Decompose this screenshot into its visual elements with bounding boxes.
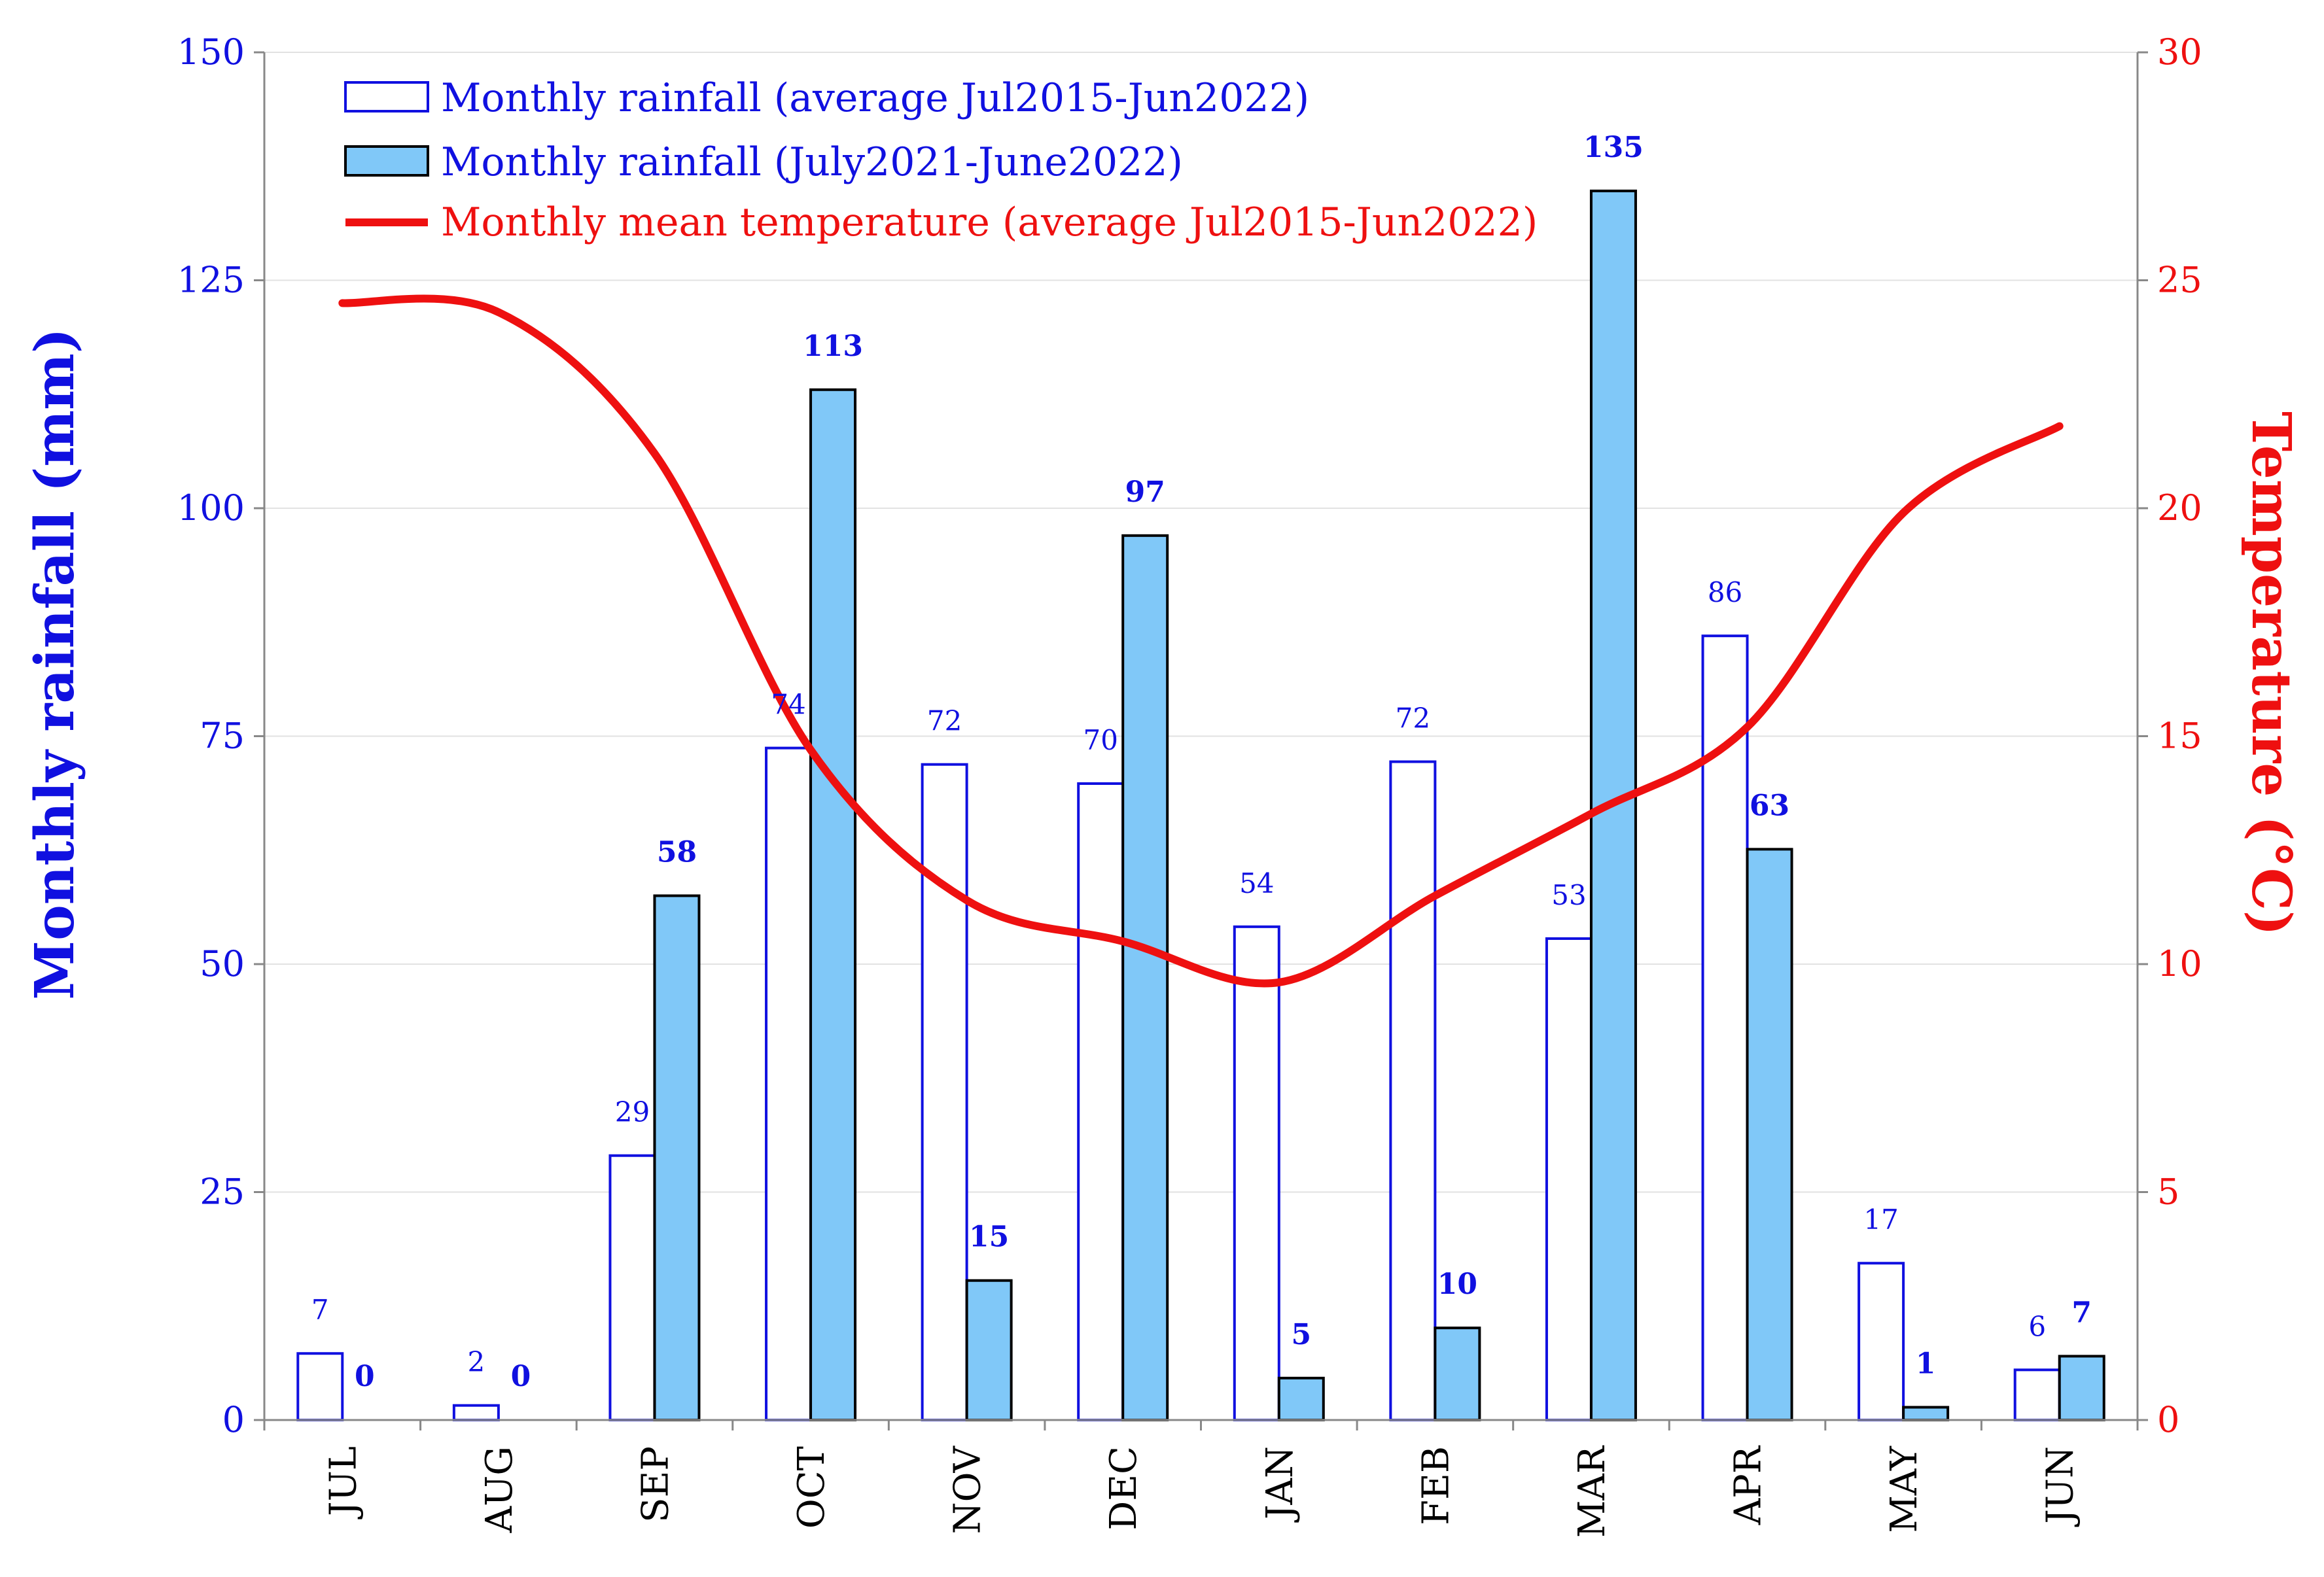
bar-average-rainfall: [452, 1404, 500, 1422]
bar-current-rainfall: [1746, 848, 1793, 1421]
data-label-current: 0: [355, 1360, 375, 1393]
legend-label-temperature: Monthly mean temperature (average Jul201…: [441, 199, 1538, 245]
data-label-current: 63: [1750, 789, 1789, 822]
data-label-average: 2: [468, 1346, 485, 1378]
data-label-average: 70: [1083, 724, 1118, 756]
data-label-average: 6: [2028, 1310, 2046, 1342]
data-label-current: 97: [1125, 476, 1165, 509]
legend-swatch-current-rainfall: [344, 145, 429, 177]
category-label: JUN: [2039, 1446, 2082, 1527]
right-tick-label: 30: [2157, 31, 2202, 73]
right-tick-label: 25: [2157, 260, 2202, 301]
legend: Monthly rainfall (average Jul2015-Jun202…: [344, 75, 1538, 245]
left-tick-label: 0: [222, 1399, 245, 1440]
data-label-current: 113: [803, 330, 863, 363]
bar-average-rainfall: [608, 1154, 656, 1421]
legend-swatch-average-rainfall: [344, 81, 429, 113]
bar-average-rainfall: [296, 1352, 344, 1422]
left-tick-label: 150: [177, 31, 245, 73]
bar-average-rainfall: [1077, 782, 1125, 1422]
category-label: JAN: [1259, 1446, 1301, 1523]
data-label-average: 54: [1239, 867, 1274, 899]
bar-current-rainfall: [1277, 1376, 1325, 1421]
legend-label-current-rainfall: Monthly rainfall (July2021-June2022): [441, 139, 1183, 185]
bar-average-rainfall: [1857, 1262, 1905, 1422]
right-tick-label: 15: [2157, 716, 2202, 757]
legend-label-average-rainfall: Monthly rainfall (average Jul2015-Jun202…: [441, 75, 1309, 121]
left-tick-label: 100: [177, 487, 245, 529]
right-tick-label: 0: [2157, 1399, 2179, 1440]
data-label-current: 0: [511, 1360, 531, 1393]
bar-average-rainfall: [2013, 1368, 2061, 1422]
data-label-current: 1: [1916, 1347, 1936, 1380]
data-label-current: 10: [1437, 1268, 1477, 1301]
left-tick-label: 25: [200, 1171, 245, 1213]
bar-average-rainfall: [1233, 925, 1280, 1421]
temperature-point: [654, 453, 655, 454]
temperature-line-group: [338, 294, 2064, 988]
left-tick-label: 50: [200, 943, 245, 984]
category-label: MAR: [1571, 1445, 1613, 1538]
left-tick-label: 75: [200, 716, 245, 757]
data-label-current: 58: [657, 835, 697, 869]
category-label: APR: [1727, 1445, 1770, 1525]
bars: [296, 189, 2105, 1422]
data-label-current: 135: [1583, 131, 1644, 164]
gridlines: [264, 52, 2138, 1193]
y-axis-label-left: Monthly rainfall (mm): [24, 328, 86, 999]
temperature-point: [498, 311, 499, 313]
right-tick-label: 20: [2157, 487, 2202, 529]
bar-current-rainfall: [1434, 1326, 1481, 1422]
bar-average-rainfall: [921, 763, 968, 1421]
right-tick-label: 5: [2157, 1171, 2179, 1213]
temperature-point: [966, 899, 968, 901]
bar-current-rainfall: [965, 1279, 1013, 1422]
category-label: SEP: [634, 1446, 677, 1523]
data-label-current: 15: [969, 1221, 1009, 1254]
category-label: NOV: [947, 1445, 989, 1534]
y-axis-label-right: Temperature (°C): [2240, 411, 2302, 936]
right-tick-label: 10: [2157, 943, 2202, 984]
bar-average-rainfall: [1389, 760, 1437, 1421]
bar-current-rainfall: [653, 894, 701, 1421]
bar-average-rainfall: [1545, 937, 1593, 1421]
data-label-average: 7: [311, 1294, 329, 1326]
data-label-average: 17: [1863, 1204, 1898, 1236]
bar-current-rainfall: [809, 388, 857, 1421]
data-label-current: 7: [2071, 1296, 2092, 1329]
data-label-average: 74: [771, 689, 805, 721]
temperature-point: [1903, 512, 1904, 513]
bar-current-rainfall: [2058, 1355, 2105, 1421]
data-label-average: 72: [927, 705, 962, 737]
data-label-average: 86: [1708, 576, 1742, 608]
bar-labels: 70 2 0295874113721570975457210531358663171…: [311, 131, 2092, 1393]
data-label-average: 53: [1551, 879, 1586, 911]
bar-current-rainfall: [1121, 534, 1169, 1422]
category-label: AUG: [478, 1446, 521, 1533]
bar-current-rainfall: [1902, 1406, 1950, 1421]
left-tick-label: 125: [177, 260, 245, 301]
category-label: OCT: [790, 1446, 833, 1529]
category-label: MAY: [1883, 1446, 1926, 1533]
category-label: JUL: [322, 1446, 364, 1519]
category-label: DEC: [1102, 1446, 1145, 1531]
data-label-current: 5: [1291, 1318, 1311, 1351]
bar-average-rainfall: [765, 746, 813, 1421]
category-label: FEB: [1415, 1446, 1457, 1525]
data-label-average: 72: [1396, 702, 1430, 735]
data-label-average: 29: [615, 1096, 650, 1128]
temperature-line: [338, 294, 2064, 988]
